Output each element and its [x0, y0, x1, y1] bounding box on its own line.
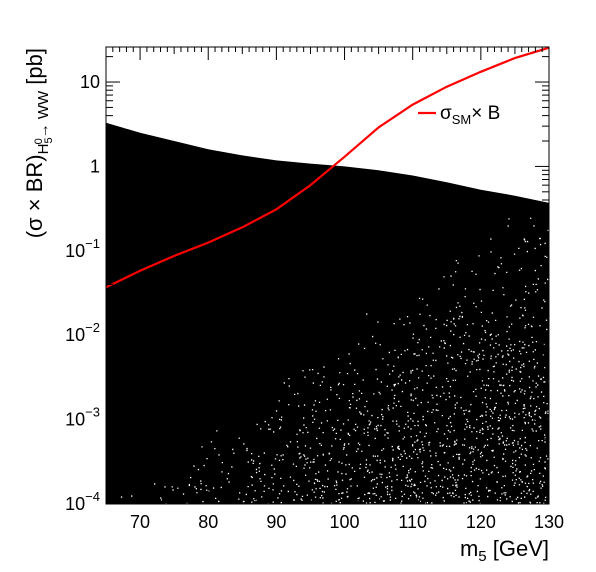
- legend: σSM× B: [418, 103, 500, 127]
- y-tick-label: 10−1: [65, 236, 100, 261]
- x-axis-title: m5 [GeV]: [460, 536, 549, 565]
- series-line-sigma-sm-x-b: [106, 47, 549, 289]
- y-axis-title: (σ × BR)H50→ WW [pb]: [22, 48, 55, 238]
- y-tick-label: 10−3: [65, 405, 100, 430]
- x-tick-label: 90: [266, 512, 286, 532]
- y-axis-tick-labels: 10−4 10−3 10−2 10−1 1 10: [65, 72, 100, 514]
- scatter-point-cloud: [106, 122, 549, 504]
- x-tick-label: 80: [198, 512, 218, 532]
- plot-area: [106, 47, 549, 504]
- x-axis-ticks: [105, 47, 550, 504]
- y-tick-label: 1: [90, 156, 100, 176]
- x-axis-tick-labels: 70 80 90 100 110 120 130: [130, 512, 564, 532]
- x-tick-label: 70: [130, 512, 150, 532]
- y-tick-label: 10−4: [65, 489, 100, 514]
- x-tick-label: 110: [398, 512, 427, 532]
- x-tick-label: 130: [534, 512, 564, 532]
- scatter-points: [106, 122, 549, 504]
- x-tick-label: 100: [330, 512, 360, 532]
- y-axis-ticks: [106, 56, 549, 505]
- plot-frame: [105, 46, 550, 505]
- legend-label: σSM× B: [440, 103, 500, 127]
- x-tick-label: 120: [466, 512, 496, 532]
- y-tick-label: 10: [80, 72, 100, 92]
- y-tick-label: 10−2: [65, 320, 100, 345]
